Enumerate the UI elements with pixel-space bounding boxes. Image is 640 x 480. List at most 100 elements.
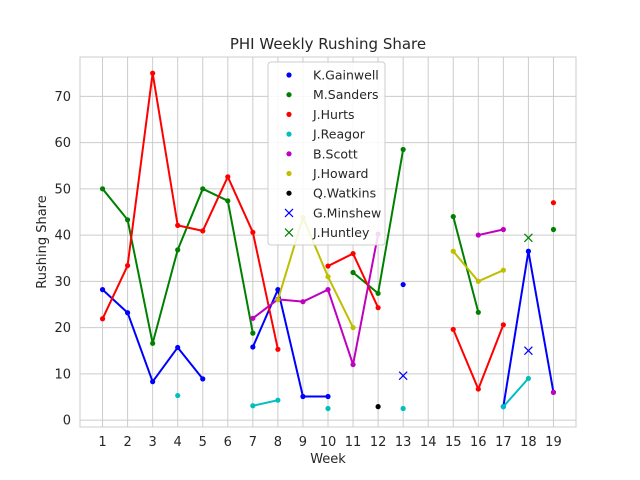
series-m-sanders bbox=[99, 146, 557, 346]
data-point bbox=[525, 375, 532, 382]
series-j-hurts bbox=[99, 70, 557, 392]
x-tick-label: 12 bbox=[370, 435, 387, 450]
x-tick-label: 16 bbox=[470, 435, 487, 450]
legend-label: J.Howard bbox=[312, 166, 368, 181]
series-layer bbox=[99, 70, 557, 412]
data-point bbox=[525, 248, 532, 254]
series-line bbox=[252, 233, 380, 366]
series-line bbox=[252, 399, 279, 407]
data-point bbox=[550, 389, 557, 395]
data-point bbox=[475, 278, 481, 284]
data-point bbox=[99, 186, 106, 192]
y-tick-label: 70 bbox=[54, 90, 71, 105]
y-axis-label: Rushing Share bbox=[35, 195, 50, 288]
x-axis-label: Week bbox=[310, 452, 346, 467]
legend-item-j-hurts: J.Hurts bbox=[286, 107, 355, 122]
series-line bbox=[452, 216, 480, 313]
data-point bbox=[450, 326, 456, 333]
data-point bbox=[350, 269, 356, 276]
data-point-x bbox=[523, 233, 533, 243]
data-point bbox=[250, 330, 256, 336]
y-tick-label: 50 bbox=[54, 182, 71, 197]
x-axis-ticks: 1 2 3 4 5 6 7 8 9 10 11 12 13 14 15 16 17 18 19 bbox=[98, 435, 561, 450]
y-tick-label: 20 bbox=[54, 321, 71, 336]
legend-item-j-howard: J.Howard bbox=[286, 166, 368, 181]
x-tick-label: 17 bbox=[495, 435, 512, 450]
y-tick-label: 30 bbox=[54, 275, 71, 290]
data-point bbox=[300, 299, 306, 305]
data-point bbox=[300, 393, 306, 400]
data-point bbox=[500, 322, 506, 328]
data-point bbox=[350, 361, 356, 368]
data-point bbox=[450, 248, 456, 254]
data-point bbox=[124, 262, 131, 269]
legend-item-k-gainwell: K.Gainwell bbox=[286, 68, 379, 83]
legend-marker bbox=[286, 170, 292, 177]
data-point bbox=[500, 267, 506, 273]
series-line bbox=[251, 288, 328, 398]
data-point-x bbox=[523, 346, 533, 356]
data-point bbox=[99, 316, 106, 322]
x-tick-label: 1 bbox=[98, 435, 106, 450]
x-tick-label: 8 bbox=[274, 435, 282, 450]
y-axis-ticks: 0 10 20 30 40 50 60 70 bbox=[54, 90, 71, 429]
data-point bbox=[275, 297, 281, 303]
data-point bbox=[400, 281, 406, 288]
data-point bbox=[350, 250, 356, 257]
data-point bbox=[200, 186, 206, 192]
data-point bbox=[275, 397, 281, 403]
legend-item-j-reagor: J.Reagor bbox=[286, 127, 366, 142]
series-line bbox=[478, 228, 504, 237]
chart-title: PHI Weekly Rushing Share bbox=[230, 35, 426, 53]
legend-item-g-minshew: G.Minshew bbox=[284, 205, 381, 220]
data-point bbox=[250, 403, 256, 409]
data-point bbox=[225, 174, 231, 180]
legend-label: B.Scott bbox=[313, 146, 358, 161]
series-j-reagor bbox=[175, 375, 532, 412]
y-tick-label: 10 bbox=[54, 367, 71, 382]
legend-marker bbox=[286, 111, 292, 117]
x-tick-label: 3 bbox=[149, 435, 157, 450]
y-tick-label: 0 bbox=[63, 414, 71, 429]
x-tick-label: 6 bbox=[224, 435, 232, 450]
x-tick-label: 10 bbox=[320, 435, 337, 450]
legend-label: G.Minshew bbox=[313, 205, 381, 220]
legend-item-m-sanders: M.Sanders bbox=[286, 87, 379, 102]
legend-label: J.Reagor bbox=[312, 127, 366, 142]
data-point bbox=[375, 290, 381, 296]
x-tick-label: 5 bbox=[199, 435, 207, 450]
data-point bbox=[200, 228, 206, 234]
series-line bbox=[502, 377, 530, 408]
data-point bbox=[250, 315, 256, 321]
data-point bbox=[275, 287, 281, 293]
data-point bbox=[124, 310, 131, 316]
x-tick-label: 2 bbox=[123, 435, 131, 450]
legend-label: M.Sanders bbox=[313, 87, 379, 102]
x-tick-label: 4 bbox=[174, 435, 182, 450]
data-point bbox=[350, 324, 356, 331]
legend-item-j-huntley: J.Huntley bbox=[284, 225, 370, 240]
legend-label: J.Huntley bbox=[312, 225, 370, 240]
data-point bbox=[175, 247, 181, 253]
data-point bbox=[550, 200, 557, 206]
data-point bbox=[175, 344, 181, 351]
data-point bbox=[175, 392, 181, 399]
legend-label: Q.Watkins bbox=[313, 186, 376, 201]
data-point bbox=[150, 340, 156, 346]
data-point bbox=[400, 405, 406, 412]
data-point bbox=[375, 404, 381, 410]
data-point bbox=[400, 146, 406, 153]
data-point bbox=[225, 198, 231, 204]
legend-item-q-watkins: Q.Watkins bbox=[286, 186, 376, 201]
x-tick-label: 18 bbox=[520, 435, 537, 450]
y-tick-label: 60 bbox=[54, 136, 71, 151]
data-point bbox=[325, 393, 331, 400]
legend-marker bbox=[284, 228, 294, 238]
series-k-gainwell bbox=[99, 248, 557, 410]
data-point bbox=[500, 226, 506, 233]
data-point bbox=[325, 263, 331, 269]
x-tick-label: 19 bbox=[545, 435, 562, 450]
data-point bbox=[250, 344, 256, 350]
data-point-x bbox=[398, 371, 408, 381]
x-tick-label: 13 bbox=[395, 435, 412, 450]
